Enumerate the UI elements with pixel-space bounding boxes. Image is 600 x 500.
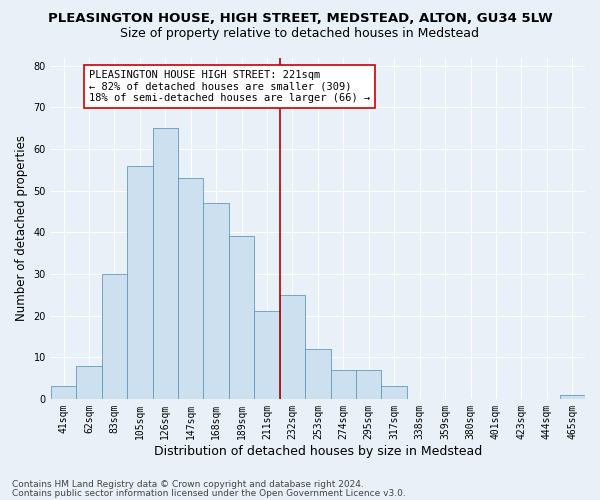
Bar <box>229 236 254 399</box>
Text: Contains HM Land Registry data © Crown copyright and database right 2024.: Contains HM Land Registry data © Crown c… <box>12 480 364 489</box>
Bar <box>127 166 152 399</box>
Bar <box>305 349 331 399</box>
Bar <box>560 394 585 399</box>
Bar <box>382 386 407 399</box>
Y-axis label: Number of detached properties: Number of detached properties <box>15 135 28 321</box>
X-axis label: Distribution of detached houses by size in Medstead: Distribution of detached houses by size … <box>154 444 482 458</box>
Bar <box>101 274 127 399</box>
Bar <box>203 203 229 399</box>
Bar <box>178 178 203 399</box>
Bar <box>51 386 76 399</box>
Text: PLEASINGTON HOUSE, HIGH STREET, MEDSTEAD, ALTON, GU34 5LW: PLEASINGTON HOUSE, HIGH STREET, MEDSTEAD… <box>47 12 553 26</box>
Text: Contains public sector information licensed under the Open Government Licence v3: Contains public sector information licen… <box>12 488 406 498</box>
Text: Size of property relative to detached houses in Medstead: Size of property relative to detached ho… <box>121 28 479 40</box>
Text: PLEASINGTON HOUSE HIGH STREET: 221sqm
← 82% of detached houses are smaller (309): PLEASINGTON HOUSE HIGH STREET: 221sqm ← … <box>89 70 370 103</box>
Bar <box>152 128 178 399</box>
Bar <box>280 295 305 399</box>
Bar <box>76 366 101 399</box>
Bar <box>254 312 280 399</box>
Bar <box>356 370 382 399</box>
Bar <box>331 370 356 399</box>
